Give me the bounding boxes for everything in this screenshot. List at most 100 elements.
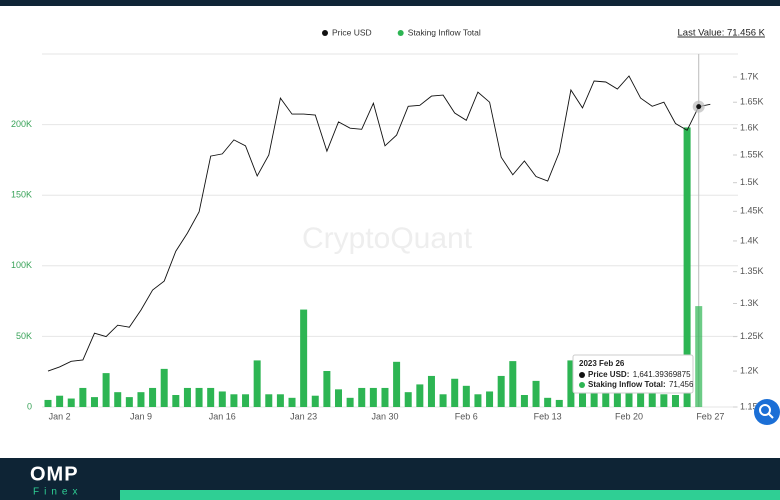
bar xyxy=(660,394,668,407)
search-icon xyxy=(768,413,774,419)
bar xyxy=(532,380,540,407)
legend-label[interactable]: Staking Inflow Total xyxy=(408,27,481,37)
tooltip-title: 2023 Feb 26 xyxy=(579,359,625,368)
tooltip-value: 71,456 xyxy=(669,380,694,389)
bar xyxy=(695,306,703,407)
bar xyxy=(230,394,238,407)
bar xyxy=(44,399,52,407)
x-tick-label: Feb 6 xyxy=(455,411,478,421)
y2-tick-label: 1.35K xyxy=(740,266,764,276)
x-tick-label: Jan 30 xyxy=(371,411,398,421)
tooltip-value: 1,641.39369875 xyxy=(633,370,691,379)
y2-tick-label: 1.55K xyxy=(740,149,764,159)
bar xyxy=(671,394,679,407)
y-tick-label: 200K xyxy=(11,119,32,129)
legend-marker xyxy=(322,30,328,36)
bar xyxy=(56,395,64,407)
bar xyxy=(311,395,319,407)
bar xyxy=(358,387,366,407)
y2-tick-label: 1.3K xyxy=(740,298,759,308)
bar xyxy=(125,397,133,407)
bar xyxy=(335,389,342,407)
bar xyxy=(160,368,168,407)
bar xyxy=(625,384,633,407)
bar xyxy=(242,394,250,407)
brand-name: OMP xyxy=(30,463,79,485)
bar xyxy=(218,391,226,407)
bar xyxy=(381,387,389,407)
bar xyxy=(369,387,377,407)
price-line xyxy=(47,75,711,372)
tooltip-marker xyxy=(579,382,585,388)
x-tick-label: Feb 20 xyxy=(615,411,643,421)
bar xyxy=(439,394,447,407)
y2-tick-label: 1.7K xyxy=(740,71,759,81)
x-tick-label: Feb 13 xyxy=(534,411,562,421)
bar xyxy=(520,394,528,407)
y2-tick-label: 1.15K xyxy=(740,401,764,411)
bar xyxy=(137,392,145,407)
footer-strip xyxy=(120,490,780,500)
x-tick-label: Jan 2 xyxy=(49,411,71,421)
bar xyxy=(67,398,75,407)
last-value[interactable]: Last Value: 71.456 K xyxy=(678,28,766,39)
x-tick-label: Jan 23 xyxy=(290,411,317,421)
x-tick-label: Jan 9 xyxy=(130,411,152,421)
bar xyxy=(567,360,575,407)
tooltip-box xyxy=(572,354,694,394)
bar xyxy=(149,387,157,407)
y2-tick-label: 1.65K xyxy=(740,97,764,107)
bar xyxy=(637,391,645,407)
bar xyxy=(509,361,517,407)
y2-tick-label: 1.2K xyxy=(740,365,759,375)
bar xyxy=(300,309,308,407)
bar xyxy=(207,387,215,407)
bar xyxy=(79,387,87,407)
tooltip-colon: : xyxy=(663,380,666,389)
watermark: CryptoQuant xyxy=(302,222,473,255)
brand-sub: Finex xyxy=(33,487,82,498)
bar xyxy=(544,397,552,407)
bar xyxy=(683,127,691,407)
bar xyxy=(172,394,180,407)
tooltip-label: Staking Inflow Total xyxy=(588,380,663,389)
top-bar xyxy=(0,0,780,6)
tooltip-colon: : xyxy=(627,370,630,379)
bar xyxy=(602,387,610,407)
bar xyxy=(613,392,621,407)
bar xyxy=(183,387,191,407)
bar xyxy=(90,397,98,407)
bar xyxy=(265,394,273,407)
y-tick-label: 150K xyxy=(11,190,32,200)
y-tick-label: 50K xyxy=(16,331,32,341)
y2-tick-label: 1.4K xyxy=(740,235,759,245)
y2-tick-label: 1.25K xyxy=(740,331,764,341)
bar xyxy=(462,385,470,407)
bar xyxy=(114,392,122,407)
search-button[interactable] xyxy=(754,399,780,425)
bar xyxy=(393,361,401,407)
bar xyxy=(590,381,598,407)
bar xyxy=(253,360,261,407)
bar xyxy=(102,373,110,407)
tooltip-label: Price USD xyxy=(588,370,627,379)
bar xyxy=(451,378,459,407)
bar xyxy=(195,387,203,407)
bar xyxy=(323,370,331,407)
bar xyxy=(416,384,424,407)
legend-marker xyxy=(397,30,404,36)
hover-point xyxy=(696,104,702,110)
bar xyxy=(288,397,296,407)
tooltip-marker xyxy=(579,372,585,378)
bar xyxy=(486,391,494,407)
bar xyxy=(474,394,482,407)
x-tick-label: Jan 16 xyxy=(209,411,236,421)
bar xyxy=(276,394,284,407)
bar xyxy=(427,375,435,407)
bar xyxy=(404,392,412,407)
legend-label[interactable]: Price USD xyxy=(332,27,372,37)
y2-tick-label: 1.6K xyxy=(740,123,759,133)
bar xyxy=(648,388,656,407)
bar xyxy=(579,390,587,407)
